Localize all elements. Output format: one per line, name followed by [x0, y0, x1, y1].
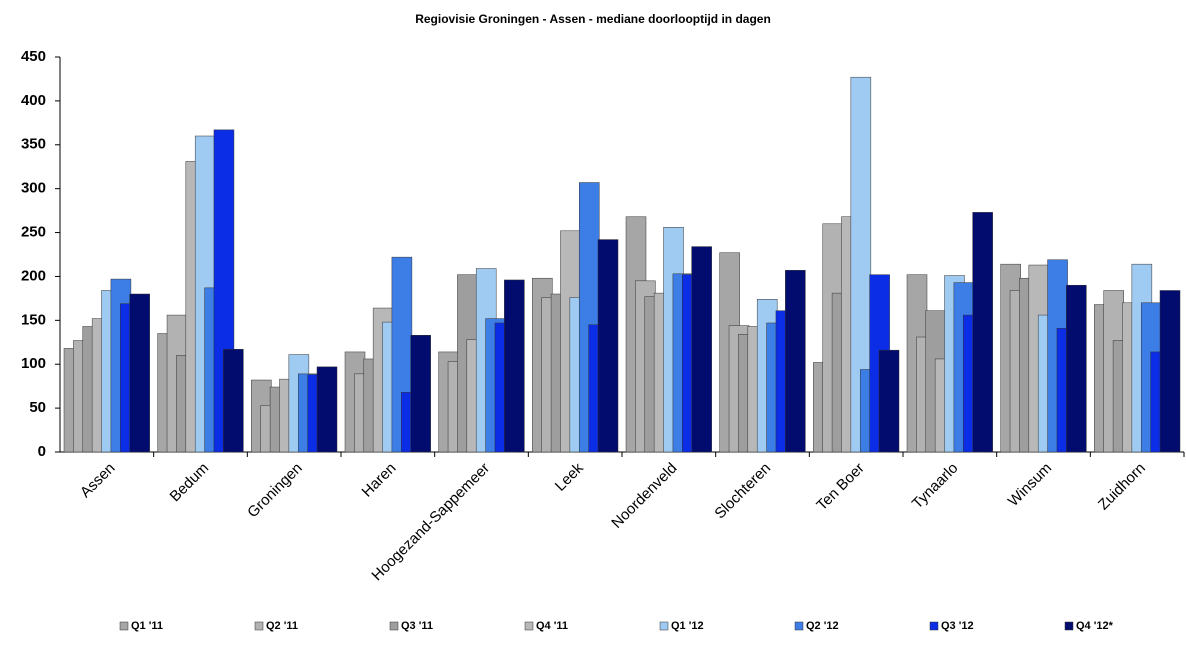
y-tick-label: 150 [21, 311, 46, 328]
y-tick-label: 400 [21, 92, 46, 109]
bar [129, 293, 150, 453]
legend-swatch [794, 621, 804, 631]
x-tick-label: Haren [359, 460, 400, 501]
bar [691, 246, 712, 453]
y-tick-label: 300 [21, 180, 46, 197]
x-tick-label: Tynaarlo [909, 460, 962, 513]
bar [504, 279, 525, 453]
y-tick-label: 50 [29, 399, 46, 416]
legend-label: Q1 '12 [671, 620, 704, 632]
bar [972, 212, 993, 453]
bar [597, 239, 619, 453]
x-tick-label: Leek [552, 459, 587, 494]
legend-swatch [389, 621, 399, 631]
bar [785, 270, 806, 453]
y-tick-label: 200 [21, 267, 46, 284]
legend-swatch [929, 621, 939, 631]
x-tick-label: Winsum [1005, 460, 1055, 510]
y-tick-label: 350 [21, 136, 46, 153]
bar [1159, 290, 1181, 453]
legend-label: Q1 '11 [131, 620, 163, 632]
y-tick-label: 450 [21, 48, 46, 65]
x-tick-label: Bedum [167, 460, 213, 506]
legend-label: Q2 '12 [806, 620, 839, 632]
x-tick-label: Ten Boer [813, 460, 867, 514]
x-tick-label: Noordenveld [608, 460, 680, 532]
legend-swatch [1064, 621, 1074, 631]
legend-label: Q3 '11 [401, 620, 433, 632]
chart-title: Regiovisie Groningen - Assen - mediane d… [415, 12, 771, 26]
legend-swatch [119, 621, 129, 631]
bar [878, 349, 900, 453]
legend-label: Q4 '12* [1076, 620, 1114, 632]
x-tick-label: Groningen [244, 460, 306, 522]
y-tick-label: 0 [38, 443, 46, 460]
x-tick-label: Slochteren [711, 460, 774, 523]
legend-label: Q3 '12 [941, 620, 974, 632]
legend-label: Q4 '11 [536, 620, 568, 632]
legend-swatch [524, 621, 534, 631]
bar [1066, 284, 1087, 453]
y-tick-label: 250 [21, 224, 46, 241]
legend-swatch [659, 621, 669, 631]
legend-swatch [254, 621, 264, 631]
y-tick-label: 100 [21, 355, 46, 372]
legend-label: Q2 '11 [266, 620, 298, 632]
x-tick-label: Zuidhorn [1095, 460, 1149, 514]
x-tick-label: Assen [77, 460, 119, 502]
bar [316, 366, 338, 453]
bar [410, 335, 431, 453]
bar [223, 349, 244, 453]
